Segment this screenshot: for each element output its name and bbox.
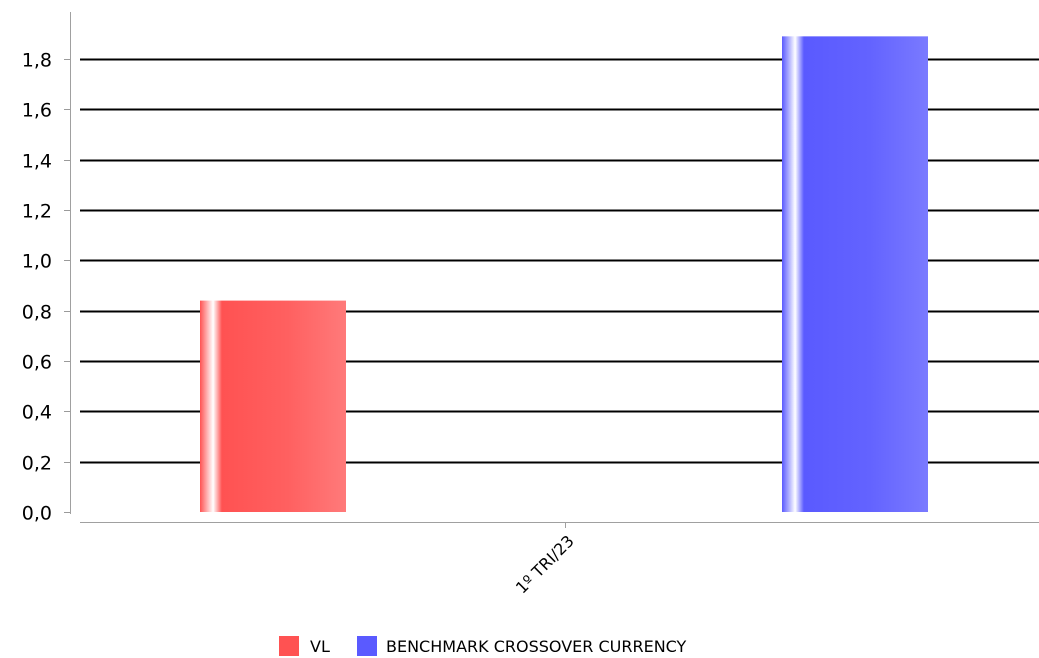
bars bbox=[200, 36, 928, 512]
legend-swatch bbox=[279, 636, 299, 656]
y-tick-label: 1,0 bbox=[22, 251, 52, 273]
y-tick-label: 0,2 bbox=[22, 453, 52, 475]
y-tick-label: 1,6 bbox=[22, 100, 52, 122]
y-tick-label: 0,8 bbox=[22, 302, 52, 324]
legend: VL BENCHMARK CROSSOVER CURRENCY bbox=[279, 636, 687, 656]
x-tick-label: 1º TRI/23 bbox=[512, 531, 578, 597]
x-axis-ticks: 1º TRI/23 bbox=[512, 522, 578, 597]
y-tick-label: 0,0 bbox=[22, 503, 52, 525]
bar-vl bbox=[200, 300, 346, 512]
legend-label: VL bbox=[310, 637, 330, 656]
axes bbox=[70, 12, 1039, 523]
y-tick-label: 1,8 bbox=[22, 50, 52, 72]
y-tick-label: 0,4 bbox=[22, 402, 52, 424]
legend-label: BENCHMARK CROSSOVER CURRENCY bbox=[386, 637, 687, 656]
legend-swatch bbox=[357, 636, 377, 656]
y-axis-ticks: 0,0 0,2 0,4 0,6 0,8 1,0 1,2 1,4 1,6 1,8 bbox=[22, 50, 70, 525]
y-tick-label: 0,6 bbox=[22, 352, 52, 374]
bar-benchmark-crossover-currency bbox=[782, 36, 928, 512]
y-tick-label: 1,4 bbox=[22, 151, 52, 173]
y-tick-label: 1,2 bbox=[22, 201, 52, 223]
